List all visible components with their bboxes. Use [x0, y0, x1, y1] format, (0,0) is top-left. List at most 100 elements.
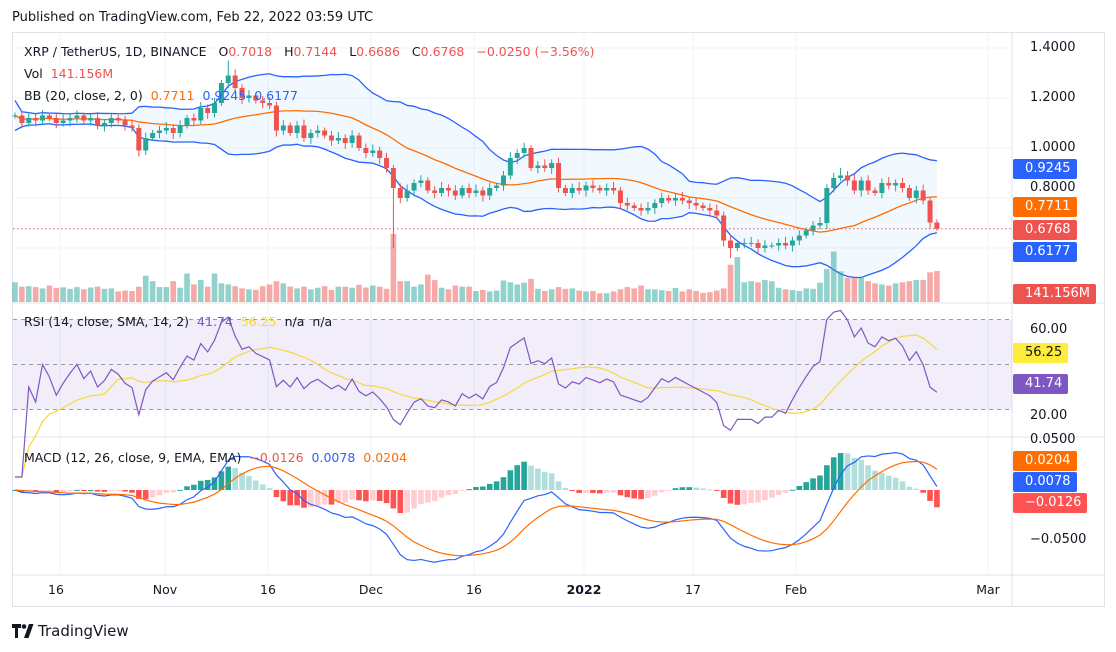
- macd-label[interactable]: MACD (12, 26, close, 9, EMA, EMA): [24, 450, 242, 465]
- rsi-label[interactable]: RSI (14, close, SMA, 14, 2): [24, 314, 190, 329]
- candle-body: [611, 188, 617, 191]
- macd-histogram-bar: [87, 489, 94, 491]
- macd-histogram-bar: [748, 490, 754, 504]
- macd-badge: 0.0078: [1013, 472, 1077, 492]
- rsi-na-1: n/a: [284, 314, 305, 329]
- volume-bar: [390, 234, 397, 302]
- volume-bar: [727, 264, 734, 302]
- volume-bar: [232, 286, 238, 302]
- macd-histogram-bar: [94, 490, 101, 492]
- symbol-name[interactable]: XRP / TetherUS, 1D, BINANCE: [24, 44, 207, 59]
- macd-histogram-bar: [652, 490, 658, 496]
- volume-bar: [376, 286, 383, 302]
- rsi-legend: RSI (14, close, SMA, 14, 2) 41.74 56.25 …: [24, 314, 336, 329]
- volume-bar: [631, 288, 637, 302]
- macd-histogram-bar: [115, 490, 121, 491]
- macd-histogram-bar: [927, 490, 933, 501]
- candle-body: [253, 95, 259, 101]
- time-label: Mar: [976, 582, 1000, 597]
- macd-histogram-bar: [775, 490, 782, 495]
- rsi-ma-value: 56.25: [240, 314, 277, 329]
- volume-bar: [411, 286, 417, 302]
- volume-bar: [301, 286, 307, 302]
- macd-histogram-bar: [872, 470, 878, 490]
- candle-body: [26, 118, 32, 123]
- macd-histogram-bar: [851, 457, 858, 490]
- candle-body: [308, 133, 314, 138]
- macd-histogram-bar: [170, 490, 177, 493]
- candle-body: [328, 135, 334, 141]
- bb-label[interactable]: BB (20, close, 2, 0): [24, 88, 143, 103]
- macd-histogram-bar: [597, 490, 603, 494]
- tradingview-logo[interactable]: TradingView: [12, 622, 129, 640]
- macd-signal-line: [14, 460, 938, 557]
- volume-bar: [920, 280, 926, 302]
- macd-histogram-bar: [335, 490, 342, 504]
- macd-histogram-bar: [431, 490, 438, 502]
- volume-bar: [507, 282, 514, 302]
- volume-bar: [824, 269, 830, 302]
- macd-histogram-bar: [879, 472, 885, 490]
- volume-bar: [239, 288, 245, 302]
- volume-bar: [548, 289, 555, 302]
- volume-bar: [858, 277, 865, 302]
- candle-body: [136, 128, 142, 151]
- macd-histogram-bar: [46, 490, 53, 491]
- candle-body: [569, 188, 575, 193]
- candle-body: [205, 108, 211, 113]
- candle-body: [184, 118, 190, 126]
- macd-histogram-bar: [459, 490, 465, 491]
- macd-histogram-bar: [466, 489, 472, 491]
- macd-histogram-bar: [53, 490, 60, 492]
- candle-body: [349, 135, 355, 143]
- volume-bar: [562, 288, 569, 302]
- volume-bar: [769, 281, 775, 302]
- change-value: −0.0250 (−3.56%): [476, 44, 595, 59]
- volume-bar: [108, 288, 115, 302]
- bb-upper-badge: 0.9245: [1013, 159, 1077, 179]
- price-tick: 1.2000: [1030, 90, 1076, 105]
- rsi-ma-badge: 56.25: [1013, 343, 1069, 363]
- macd-histogram-bar: [555, 481, 562, 490]
- volume-bar: [280, 283, 287, 302]
- volume-bar: [762, 280, 768, 302]
- macd-histogram-bar: [246, 476, 252, 490]
- volume-bar: [892, 283, 899, 302]
- volume-bar: [142, 275, 149, 302]
- candle-body: [728, 240, 734, 248]
- macd-histogram-bar: [769, 490, 775, 498]
- volume-bar: [197, 280, 204, 302]
- candle-body: [549, 163, 555, 168]
- candle-body: [363, 148, 369, 153]
- price-tick: 1.0000: [1030, 140, 1076, 155]
- candle-body: [156, 130, 162, 133]
- macd-histogram-bar: [204, 479, 211, 490]
- candle-body: [617, 190, 623, 203]
- macd-histogram-bar: [617, 490, 624, 496]
- candle-body: [115, 118, 121, 121]
- volume-bar: [700, 292, 706, 302]
- volume-bar: [438, 287, 445, 302]
- volume-bar: [452, 285, 459, 302]
- macd-histogram-bar: [679, 487, 686, 490]
- macd-histogram-bar: [789, 489, 796, 491]
- macd-histogram-bar: [603, 490, 610, 493]
- volume-bar: [817, 282, 823, 302]
- volume-bar: [528, 278, 534, 302]
- volume-bar: [246, 289, 252, 302]
- macd-histogram-bar: [899, 481, 906, 490]
- macd-line: [14, 452, 938, 563]
- candle-body: [198, 108, 204, 121]
- low-value: 0.6686: [356, 44, 400, 59]
- volume-bar: [225, 284, 232, 302]
- volume-bar: [170, 281, 177, 302]
- volume-bar: [617, 289, 624, 302]
- volume-bar: [473, 291, 479, 302]
- volume-label[interactable]: Vol: [24, 66, 43, 81]
- candle-body: [762, 245, 768, 248]
- candle-body: [342, 138, 348, 143]
- candle-body: [900, 183, 906, 188]
- macd-histogram-bar: [438, 490, 445, 498]
- candle-body: [913, 190, 919, 198]
